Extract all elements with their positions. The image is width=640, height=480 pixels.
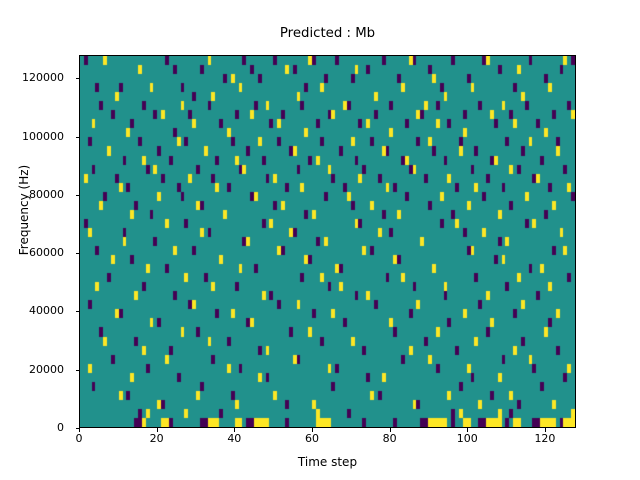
x-tick-mark — [389, 428, 391, 432]
x-tick-mark — [79, 428, 80, 432]
x-tick-mark — [156, 428, 158, 432]
y-tick-label: 80000 — [29, 187, 64, 201]
x-tick-mark — [544, 428, 546, 432]
y-tick-label: 0 — [57, 421, 64, 434]
heatmap-image — [80, 56, 575, 427]
y-tick-label: 100000 — [22, 129, 64, 143]
x-tick-mark — [311, 428, 313, 432]
y-tick-mark — [75, 136, 79, 138]
x-tick-label: 0 — [75, 432, 83, 445]
x-tick-label: 100 — [456, 432, 478, 445]
y-tick-mark — [75, 428, 79, 429]
page-title: Predicted : Mb — [279, 26, 376, 41]
y-tick-label: 60000 — [29, 246, 64, 260]
x-tick-label: 120 — [534, 432, 556, 445]
x-tick-label: 20 — [149, 432, 164, 445]
x-tick-label: 40 — [227, 432, 242, 445]
y-tick-label: 120000 — [22, 71, 64, 85]
y-tick-label: 20000 — [29, 362, 64, 376]
y-tick-mark — [75, 253, 79, 255]
y-tick-mark — [75, 369, 79, 371]
y-tick-mark — [75, 194, 79, 196]
x-tick-mark — [467, 428, 469, 432]
y-axis-label: Frequency (Hz) — [17, 164, 31, 256]
x-tick-mark — [234, 428, 236, 432]
y-tick-label: 40000 — [29, 304, 64, 318]
x-tick-label: 80 — [382, 432, 397, 445]
y-tick-mark — [75, 78, 79, 80]
heatmap-axes[interactable] — [79, 55, 576, 428]
x-axis-label: Time step — [297, 455, 358, 469]
y-tick-mark — [75, 311, 79, 313]
x-tick-label: 60 — [304, 432, 319, 445]
